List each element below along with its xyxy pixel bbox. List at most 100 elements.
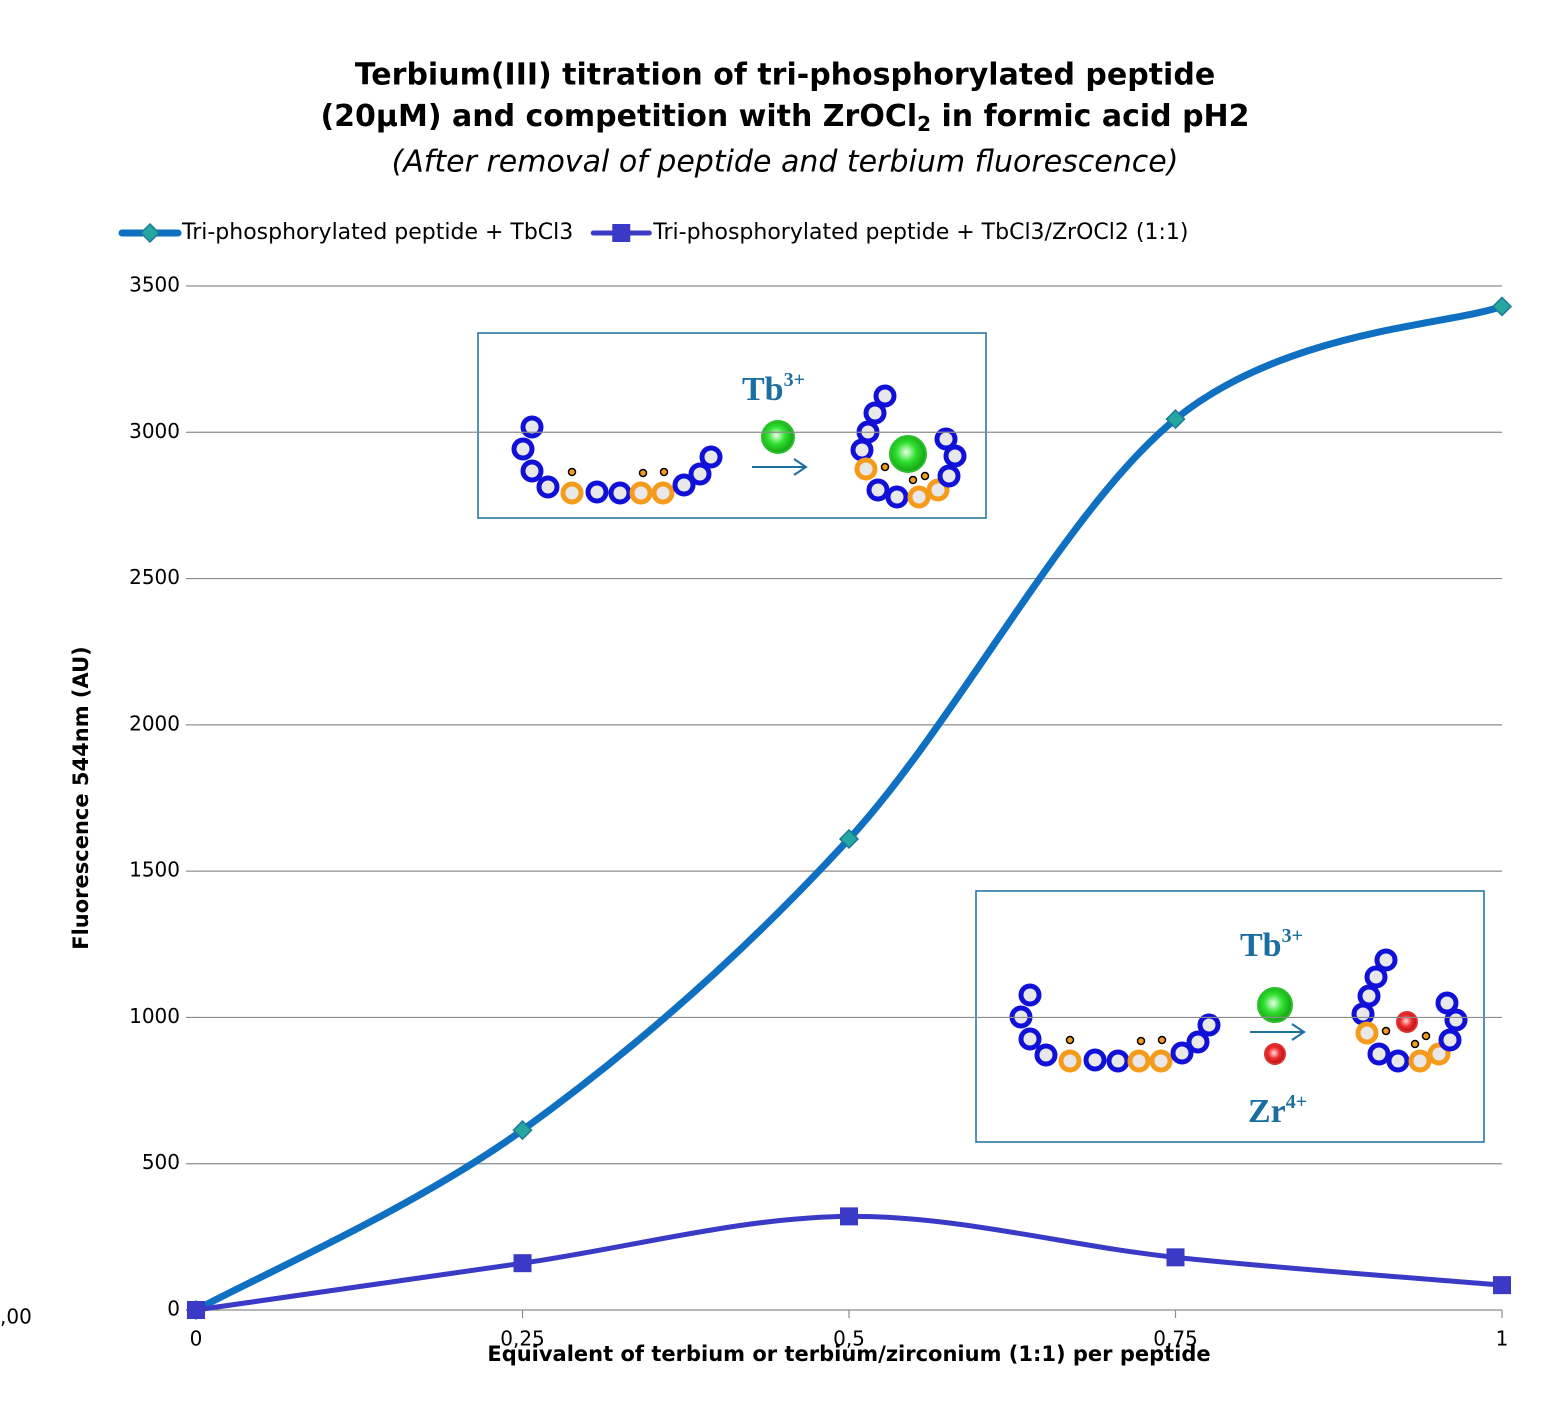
y-tick-label: 3000 <box>129 419 180 443</box>
ion-symbol: Tb <box>742 371 784 408</box>
residue <box>1374 948 1398 972</box>
residue <box>585 480 609 504</box>
y-tick-label: 0 <box>167 1297 180 1321</box>
residue <box>699 445 723 469</box>
ion-label: Tb3+ <box>1240 925 1303 964</box>
marker <box>187 1301 205 1319</box>
residue <box>1435 991 1459 1015</box>
insets: Tb3+ Tb3+ Zr4+ <box>477 332 1485 1143</box>
phosphate <box>1065 1035 1075 1045</box>
phosphate <box>880 462 890 472</box>
ion <box>1257 987 1293 1023</box>
residue <box>1408 1049 1432 1073</box>
residue <box>1018 983 1042 1007</box>
marker <box>838 828 860 850</box>
residue <box>873 384 897 408</box>
residue <box>1034 1043 1058 1067</box>
residue <box>1364 965 1388 989</box>
y-tick-label: 1500 <box>129 858 180 882</box>
residue <box>1058 1049 1082 1073</box>
residue <box>1357 984 1381 1008</box>
residue <box>1351 1002 1375 1026</box>
x-axis-label: Equivalent of terbium or terbium/zirconi… <box>487 1342 1210 1366</box>
chart-title: (20µM) and competition with ZrOCl2 in fo… <box>320 99 1249 136</box>
ion <box>761 420 795 454</box>
arrow-head <box>1291 1023 1306 1041</box>
chart-subtitle: (After removal of peptide and terbium fl… <box>392 145 1179 180</box>
residue <box>850 438 874 462</box>
y-tick-label: 2000 <box>129 711 180 735</box>
x-tick-label: 0,25 <box>500 1327 545 1351</box>
residue <box>1149 1049 1173 1073</box>
residue <box>1083 1048 1107 1072</box>
marker <box>840 1207 858 1226</box>
series-line <box>193 1213 1505 1313</box>
residue <box>854 457 878 481</box>
residue <box>1127 1049 1151 1073</box>
residue <box>1170 1041 1194 1065</box>
ion <box>1264 1043 1286 1065</box>
residue <box>885 485 909 509</box>
phosphate <box>1136 1036 1146 1046</box>
residue <box>1355 1021 1379 1045</box>
legend-marker <box>139 222 161 244</box>
residue <box>1438 1028 1462 1052</box>
residue <box>1186 1030 1210 1054</box>
x-tick-label: 0,75 <box>1153 1327 1198 1351</box>
title-subscript: 2 <box>917 112 931 136</box>
phosphate <box>908 475 918 485</box>
legend: Tri-phosphorylated peptide + TbCl3 Tri-ph… <box>118 220 1188 245</box>
residue <box>651 481 675 505</box>
y-tick-label: 2500 <box>129 565 180 589</box>
residue <box>926 478 950 502</box>
ion-label: Zr4+ <box>1248 1091 1307 1130</box>
residue <box>934 427 958 451</box>
residue <box>943 444 967 468</box>
residue <box>1018 1027 1042 1051</box>
marker <box>1493 1276 1511 1295</box>
residue <box>608 481 632 505</box>
residue <box>536 475 560 499</box>
marker <box>1166 1248 1185 1267</box>
residue <box>907 485 931 509</box>
residue <box>520 415 544 439</box>
phosphate <box>1157 1035 1167 1045</box>
phosphate <box>920 471 930 481</box>
series-line <box>192 302 1506 1314</box>
x-tick-label: 0,5 <box>833 1327 865 1351</box>
residue <box>1427 1042 1451 1066</box>
residue <box>672 473 696 497</box>
y-tick-label: 1000 <box>129 1004 180 1028</box>
y-tick-label: 500 <box>142 1150 180 1174</box>
phosphate <box>1421 1031 1431 1041</box>
y-tick-label: 3500 <box>129 273 180 297</box>
arrow-head <box>793 458 808 476</box>
title-part: in formic acid pH2 <box>931 99 1249 134</box>
marker <box>1165 409 1186 430</box>
residue <box>511 437 535 461</box>
edge-label: ,00 <box>0 1305 32 1329</box>
ion-symbol: Zr <box>1248 1093 1286 1130</box>
ion-charge: 3+ <box>1282 925 1303 947</box>
legend-label: Tri-phosphorylated peptide + TbCl3/ZrOCl… <box>652 220 1188 245</box>
residue <box>1367 1042 1391 1066</box>
phosphate <box>1381 1026 1391 1036</box>
residue <box>629 481 653 505</box>
marker <box>512 1120 533 1141</box>
residue <box>863 401 887 425</box>
ion-charge: 4+ <box>1286 1091 1307 1113</box>
phosphate <box>659 467 669 477</box>
ion-charge: 3+ <box>784 369 805 391</box>
legend-label: Tri-phosphorylated peptide + TbCl3 <box>181 220 573 245</box>
y-axis-label: Fluorescence 544nm (AU) <box>69 646 93 950</box>
title-part: (20µM) and competition with ZrOCl <box>320 99 917 134</box>
residue <box>560 481 584 505</box>
ion-label: Tb3+ <box>742 369 805 408</box>
x-tick-label: 1 <box>1496 1327 1509 1351</box>
residue <box>866 478 890 502</box>
residue <box>1444 1008 1468 1032</box>
residue <box>1386 1049 1410 1073</box>
residue <box>937 464 961 488</box>
residue <box>520 459 544 483</box>
